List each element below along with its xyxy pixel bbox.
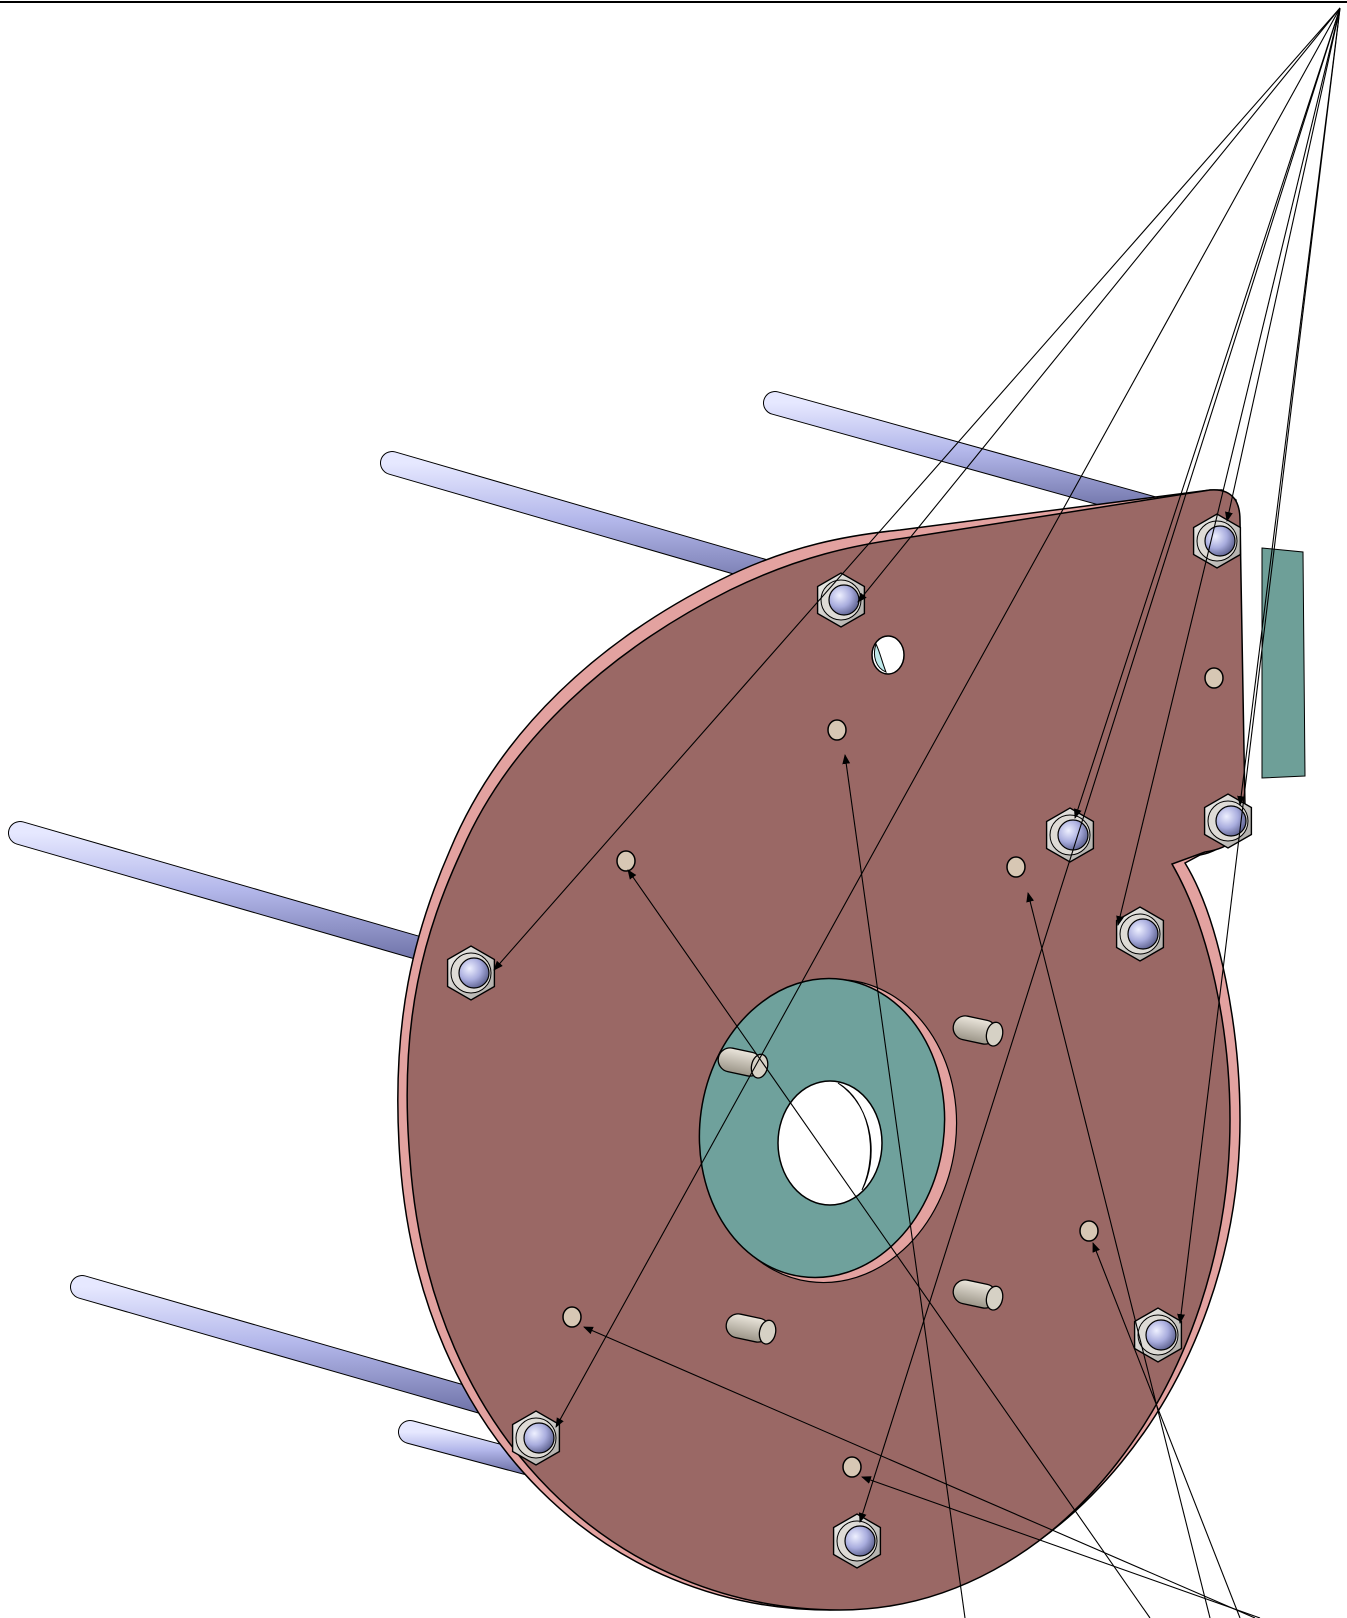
leader-line — [842, 754, 966, 1618]
through-hole — [871, 635, 905, 675]
leader-line — [583, 1326, 1256, 1618]
center-flange — [698, 977, 958, 1284]
pin — [952, 1015, 1004, 1047]
hex-nut — [511, 1410, 561, 1466]
side-bracket — [1261, 547, 1306, 779]
small-hole — [1204, 667, 1224, 689]
small-hole — [842, 1456, 862, 1478]
hex-nut — [446, 945, 496, 1001]
leader-line — [1074, 7, 1341, 819]
hex-nut — [832, 1513, 882, 1569]
hex-nut — [816, 572, 866, 628]
hex-nuts — [446, 513, 1253, 1569]
leader-line — [1225, 7, 1341, 522]
leader-line — [861, 1476, 1261, 1618]
small-hole — [1079, 1220, 1099, 1242]
leader-lines — [493, 7, 1341, 1618]
pin — [717, 1047, 769, 1079]
small-holes — [562, 667, 1224, 1478]
leader-line — [1026, 892, 1211, 1618]
leader-line — [857, 7, 1341, 603]
leader-line — [1092, 1242, 1241, 1618]
small-hole — [827, 719, 847, 741]
pin — [952, 1279, 1004, 1311]
hex-nut — [1115, 906, 1165, 962]
small-hole — [562, 1306, 582, 1328]
leader-line — [493, 7, 1341, 971]
center-bore — [777, 1080, 883, 1206]
leader-line — [1116, 7, 1341, 926]
leader-line — [555, 7, 1341, 1428]
pin — [725, 1313, 777, 1345]
small-hole — [616, 850, 636, 872]
small-hole — [1006, 856, 1026, 878]
leader-line — [627, 869, 1151, 1618]
leader-line — [858, 7, 1341, 1523]
leader-line — [1177, 7, 1341, 1324]
pins — [717, 1015, 1004, 1345]
